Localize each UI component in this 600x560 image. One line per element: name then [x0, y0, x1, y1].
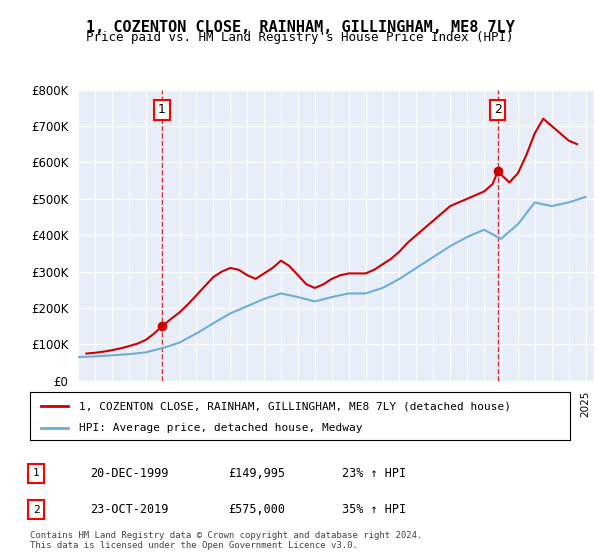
Text: £149,995: £149,995 [228, 466, 285, 480]
Text: 2: 2 [32, 505, 40, 515]
Text: 1: 1 [32, 468, 40, 478]
Text: Price paid vs. HM Land Registry's House Price Index (HPI): Price paid vs. HM Land Registry's House … [86, 31, 514, 44]
Text: 1: 1 [158, 104, 166, 116]
Text: 1, COZENTON CLOSE, RAINHAM, GILLINGHAM, ME8 7LY (detached house): 1, COZENTON CLOSE, RAINHAM, GILLINGHAM, … [79, 402, 511, 411]
Text: 2: 2 [494, 104, 502, 116]
Text: 23-OCT-2019: 23-OCT-2019 [90, 503, 169, 516]
Text: 20-DEC-1999: 20-DEC-1999 [90, 466, 169, 480]
Text: 1, COZENTON CLOSE, RAINHAM, GILLINGHAM, ME8 7LY: 1, COZENTON CLOSE, RAINHAM, GILLINGHAM, … [86, 20, 514, 35]
Text: Contains HM Land Registry data © Crown copyright and database right 2024.
This d: Contains HM Land Registry data © Crown c… [30, 530, 422, 550]
Text: 35% ↑ HPI: 35% ↑ HPI [342, 503, 406, 516]
Text: £575,000: £575,000 [228, 503, 285, 516]
Text: 23% ↑ HPI: 23% ↑ HPI [342, 466, 406, 480]
Text: HPI: Average price, detached house, Medway: HPI: Average price, detached house, Medw… [79, 423, 362, 433]
